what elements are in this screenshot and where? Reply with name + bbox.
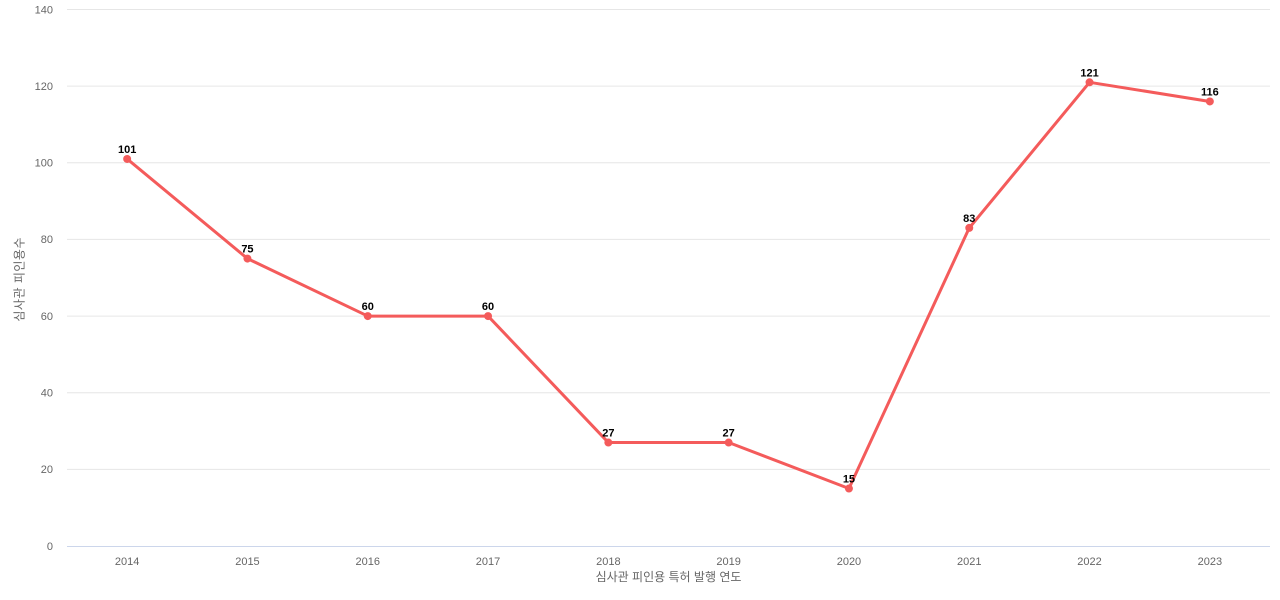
svg-text:60: 60 [41, 311, 53, 323]
svg-text:20: 20 [41, 464, 53, 476]
svg-text:심사관 피인용 특허 발행 연도: 심사관 피인용 특허 발행 연도 [596, 569, 742, 584]
svg-text:100: 100 [35, 158, 53, 170]
svg-text:2022: 2022 [1077, 556, 1101, 568]
svg-text:2020: 2020 [837, 556, 861, 568]
svg-text:116: 116 [1201, 86, 1219, 98]
svg-text:60: 60 [362, 301, 374, 313]
svg-text:2014: 2014 [115, 556, 139, 568]
svg-text:27: 27 [602, 428, 614, 440]
svg-text:2015: 2015 [235, 556, 259, 568]
svg-text:2017: 2017 [476, 556, 500, 568]
svg-text:2018: 2018 [596, 556, 620, 568]
svg-text:121: 121 [1080, 67, 1098, 79]
svg-text:2019: 2019 [716, 556, 740, 568]
svg-text:80: 80 [41, 234, 53, 246]
svg-text:심사관 피인용수: 심사관 피인용수 [13, 237, 27, 322]
svg-text:75: 75 [241, 244, 253, 256]
svg-text:2016: 2016 [356, 556, 380, 568]
svg-text:2023: 2023 [1198, 556, 1222, 568]
svg-text:40: 40 [41, 388, 53, 400]
svg-text:27: 27 [723, 428, 735, 440]
svg-text:2021: 2021 [957, 556, 981, 568]
svg-text:0: 0 [47, 541, 53, 553]
svg-text:140: 140 [35, 4, 53, 16]
svg-text:101: 101 [118, 144, 136, 156]
svg-text:120: 120 [35, 81, 53, 93]
svg-text:15: 15 [843, 474, 855, 486]
svg-text:83: 83 [963, 213, 975, 225]
svg-text:60: 60 [482, 301, 494, 313]
